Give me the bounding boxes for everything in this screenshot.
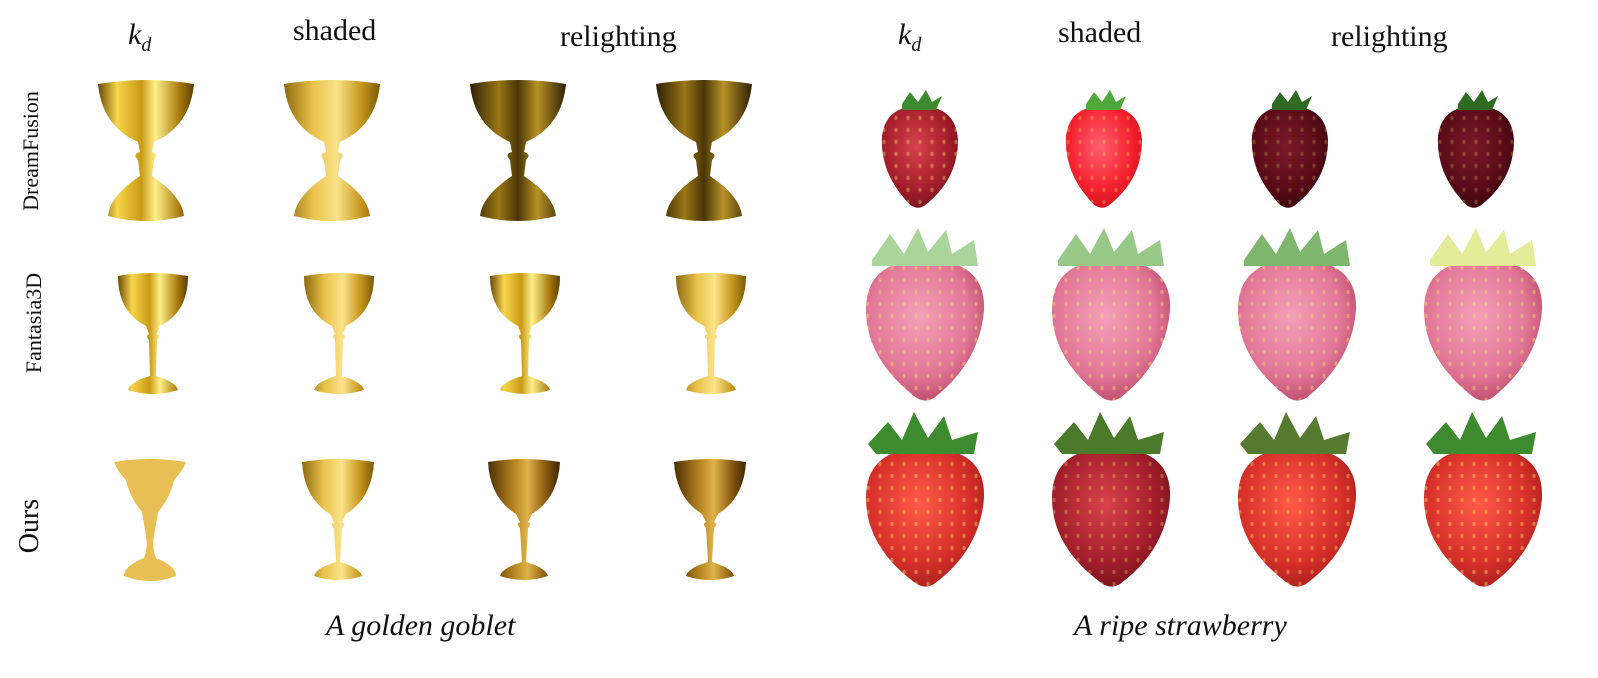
goblet-dreamfusion-shaded (280, 80, 384, 222)
header-left-relighting: relighting (560, 20, 677, 54)
header-right-shaded: shaded (1058, 16, 1141, 50)
header-right-kd: kd (898, 18, 921, 57)
goblet-ours-shaded (300, 458, 376, 584)
caption-left: A golden goblet (326, 609, 515, 643)
goblet-ours-relight-2 (672, 458, 748, 584)
goblet-fantasia3d-relight-2 (674, 272, 748, 398)
kd-symbol: k (128, 18, 141, 51)
goblet-dreamfusion-relight-1 (466, 80, 570, 222)
strawberry-ours-kd (862, 410, 988, 590)
kd-symbol: k (898, 18, 911, 51)
row-label-fantasia3d: Fantasia3D (21, 263, 47, 383)
strawberry-fantasia3d-shaded (1048, 226, 1174, 404)
strawberry-ours-relight-2 (1420, 410, 1546, 590)
strawberry-ours-relight-1 (1234, 410, 1360, 590)
strawberry-dreamfusion-relight-1 (1248, 88, 1330, 210)
strawberry-fantasia3d-kd (862, 226, 988, 404)
goblet-fantasia3d-kd (116, 272, 190, 398)
goblet-dreamfusion-kd (94, 80, 198, 222)
strawberry-fantasia3d-relight-1 (1234, 226, 1360, 404)
kd-subscript: d (911, 34, 921, 56)
strawberry-dreamfusion-shaded (1062, 88, 1144, 210)
goblet-fantasia3d-shaded (302, 272, 376, 398)
goblet-ours-kd (112, 458, 188, 584)
strawberry-fantasia3d-relight-2 (1420, 226, 1546, 404)
header-left-kd: kd (128, 18, 151, 57)
strawberry-ours-shaded (1048, 410, 1174, 590)
row-label-ours: Ours (14, 481, 46, 571)
kd-subscript: d (141, 34, 151, 56)
header-right-relighting: relighting (1331, 20, 1448, 54)
strawberry-dreamfusion-relight-2 (1434, 88, 1516, 210)
goblet-ours-relight-1 (486, 458, 562, 584)
header-left-shaded: shaded (293, 14, 376, 48)
strawberry-dreamfusion-kd (878, 88, 960, 210)
goblet-dreamfusion-relight-2 (652, 80, 756, 222)
caption-right: A ripe strawberry (1074, 609, 1287, 643)
goblet-fantasia3d-relight-1 (488, 272, 562, 398)
row-label-dreamfusion: DreamFusion (18, 91, 44, 211)
